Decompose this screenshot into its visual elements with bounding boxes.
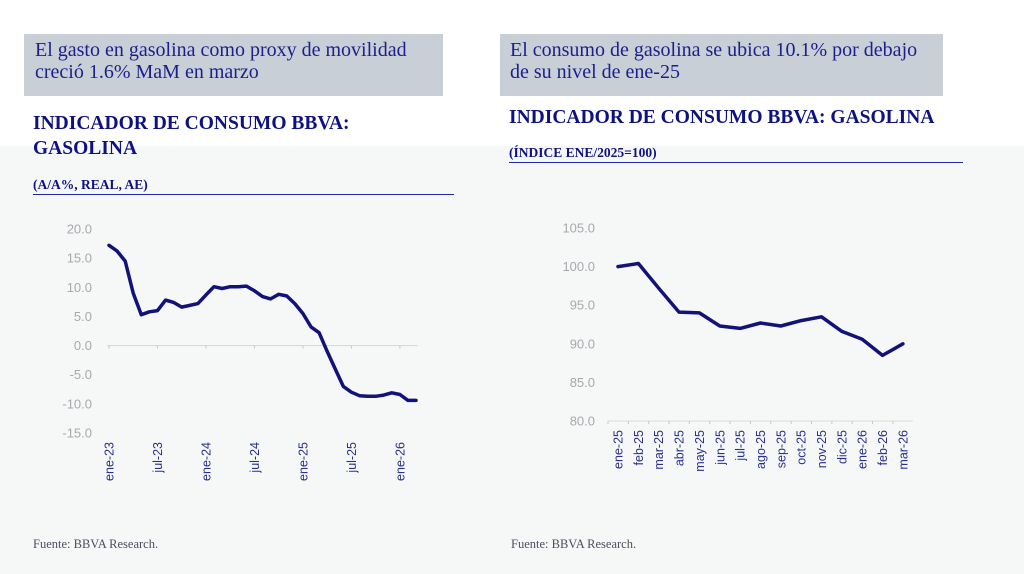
right-y-tick-label: 85.0 xyxy=(570,375,595,390)
right-x-tick-label: abr-25 xyxy=(673,430,687,466)
right-y-tick-label: 80.0 xyxy=(570,414,595,429)
left-y-tick-label: 0.0 xyxy=(74,338,92,353)
right-chart-title: INDICADOR DE CONSUMO BBVA: GASOLINA xyxy=(509,107,935,128)
right-line-chart: 105.0 100.0 95.0 90.0 85.0 80.0 ene-25 feb-25 ma… xyxy=(562,221,913,472)
left-callout-box: El gasto en gasolina como proxy de movil… xyxy=(24,34,443,96)
right-y-tick-label: 95.0 xyxy=(570,298,595,313)
right-y-tick-label: 105.0 xyxy=(562,221,595,236)
right-series-line xyxy=(616,261,905,358)
right-x-tick-label: mar-25 xyxy=(652,430,666,470)
right-x-tick-label: feb-25 xyxy=(632,430,646,465)
left-x-tick-label: ene-24 xyxy=(199,442,213,481)
right-x-tick-label: jul-25 xyxy=(734,430,748,462)
left-x-tick-label: jul-23 xyxy=(151,442,165,474)
left-chart-title: INDICADOR DE CONSUMO BBVA: GASOLINA xyxy=(33,113,350,159)
left-series-line xyxy=(107,243,418,403)
left-y-tick-label: 5.0 xyxy=(74,309,92,324)
right-x-tick-label: ene-26 xyxy=(856,430,870,469)
right-x-tick-label: sep-25 xyxy=(774,430,788,468)
right-y-tick-label: 90.0 xyxy=(570,336,595,351)
left-callout-text: El gasto en gasolina como proxy de movil… xyxy=(35,39,407,83)
left-line-chart: 20.0 15.0 10.0 5.0 0.0 -5.0 -10.0 -15.0 ene-23 ju… xyxy=(62,222,419,481)
right-callout-text: El consumo de gasolina se ubica 10.1% po… xyxy=(510,39,918,83)
left-source-note: Fuente: BBVA Research. xyxy=(33,537,159,551)
left-y-tick-label: -15.0 xyxy=(62,426,92,441)
right-y-tick-label: 100.0 xyxy=(562,259,595,274)
right-x-tick-label: oct-25 xyxy=(795,430,809,465)
right-x-tick-label: may-25 xyxy=(693,430,707,472)
left-y-tick-label: 15.0 xyxy=(67,251,92,266)
left-y-tick-label: 20.0 xyxy=(67,222,92,237)
left-chart-subtitle: (A/A%, REAL, AE) xyxy=(33,177,454,195)
right-x-tick-label: jun-25 xyxy=(713,430,727,466)
left-x-tick-label: jul-25 xyxy=(345,442,359,474)
right-x-tick-label: ago-25 xyxy=(754,430,768,469)
left-y-tick-label: -10.0 xyxy=(62,396,92,411)
left-y-tick-label: -5.0 xyxy=(70,367,92,382)
right-x-tick-label: dic-25 xyxy=(835,430,849,464)
left-x-tick-label: ene-25 xyxy=(296,442,310,481)
right-x-tick-label: mar-26 xyxy=(896,430,910,470)
right-x-tick-label: feb-26 xyxy=(876,430,890,465)
left-x-tick-label: jul-24 xyxy=(248,442,262,474)
right-source-note: Fuente: BBVA Research. xyxy=(511,537,637,551)
left-x-tick-label: ene-26 xyxy=(393,442,407,481)
right-x-tick-label: nov-25 xyxy=(815,430,829,468)
left-y-tick-label: 10.0 xyxy=(67,280,92,295)
left-x-tick-label: ene-23 xyxy=(103,442,117,481)
right-chart-subtitle: (ÍNDICE ENE/2025=100) xyxy=(509,145,963,163)
right-x-tick-label: ene-25 xyxy=(612,430,626,469)
right-callout-box: El consumo de gasolina se ubica 10.1% po… xyxy=(500,34,943,96)
